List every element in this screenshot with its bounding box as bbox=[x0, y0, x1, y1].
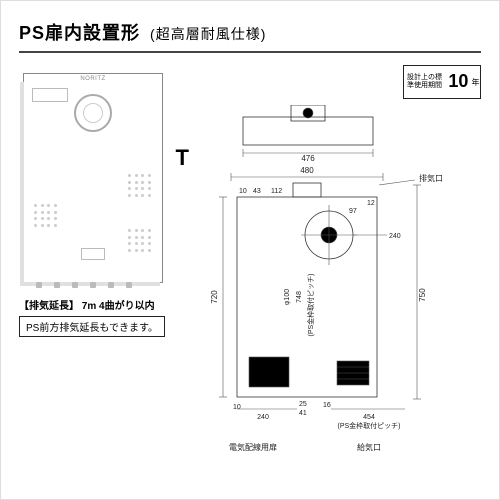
dim-hl: 720 bbox=[210, 290, 219, 304]
technical-drawing: 476 bbox=[183, 105, 475, 435]
dim-w: 480 bbox=[300, 166, 314, 175]
title-main: PS扉内設置形 bbox=[19, 23, 140, 43]
note-box: PS前方排気延長もできます。 bbox=[19, 316, 165, 337]
small-panel bbox=[81, 248, 105, 260]
notes: 【排気延長】 7m 4曲がり以内 PS前方排気延長もできます。 bbox=[19, 297, 169, 337]
d-tb: 112 bbox=[271, 188, 282, 195]
d-tl: 10 bbox=[239, 188, 247, 195]
badge-unit: 年 bbox=[470, 76, 480, 88]
exhaust-label-r: 排気口 bbox=[419, 173, 443, 183]
exhaust-label: 【排気延長】 bbox=[19, 301, 79, 312]
caption-right: 給気口 bbox=[357, 442, 381, 453]
badge-label: 設計上の標準使用期間 bbox=[404, 72, 448, 93]
d-brw: 454 bbox=[363, 414, 375, 421]
dim-ih: 748 bbox=[296, 291, 303, 303]
d-cr: 240 bbox=[389, 233, 401, 240]
page: PS扉内設置形 (超高層耐風仕様) NORITZ T 【排気延長】 7m 4曲が… bbox=[0, 0, 500, 500]
dim-diam: φ100 bbox=[284, 289, 291, 305]
d-sb: 41 bbox=[299, 410, 307, 417]
dim-note-v: (PS金枠取付ピッチ) bbox=[306, 274, 315, 337]
lifetime-badge: 設計上の標準使用期間 10 年 bbox=[403, 65, 481, 99]
d-it: 97 bbox=[349, 208, 357, 215]
page-title: PS扉内設置形 (超高層耐風仕様) bbox=[19, 19, 481, 45]
d-blw: 240 bbox=[257, 414, 269, 421]
d-itr: 12 bbox=[367, 200, 375, 207]
d-bro: 16 bbox=[323, 402, 331, 409]
dim-hr: 750 bbox=[418, 288, 427, 302]
brand-logo: NORITZ bbox=[80, 76, 105, 82]
exhaust-value: 7m 4曲がり以内 bbox=[82, 301, 155, 312]
title-sub: (超高層耐風仕様) bbox=[150, 26, 266, 42]
d-ta: 43 bbox=[253, 188, 261, 195]
title-rule bbox=[19, 51, 481, 53]
vent-circle bbox=[74, 94, 112, 132]
dim-top-w: 476 bbox=[301, 154, 315, 163]
d-sa: 25 bbox=[299, 401, 307, 408]
d-blo: 10 bbox=[233, 404, 241, 411]
product-image: NORITZ bbox=[23, 73, 163, 283]
content: NORITZ T 【排気延長】 7m 4曲がり以内 PS前方排気延長もできます。 bbox=[19, 65, 481, 453]
control-panel bbox=[32, 88, 68, 102]
right-column: 設計上の標準使用期間 10 年 476 bbox=[183, 65, 481, 453]
left-column: NORITZ T 【排気延長】 7m 4曲がり以内 PS前方排気延長もできます。 bbox=[19, 65, 169, 453]
d-nb: (PS金枠取付ピッチ) bbox=[338, 421, 401, 430]
badge-value: 10 bbox=[448, 71, 470, 93]
caption-left: 電気配線用扉 bbox=[229, 442, 277, 453]
